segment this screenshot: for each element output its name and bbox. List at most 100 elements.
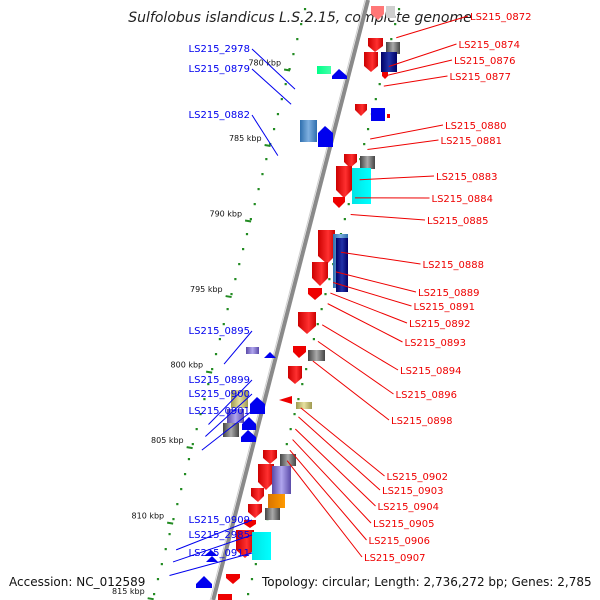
gene-label-leader xyxy=(317,340,394,395)
gc-track-dot xyxy=(301,383,304,386)
gene-label-leader xyxy=(298,416,381,491)
gene-block-0881 xyxy=(371,108,385,121)
gene-label-leader xyxy=(340,251,421,265)
gene-block-2985 xyxy=(206,556,218,562)
gc-track-dot xyxy=(160,563,163,566)
gc-track-dot xyxy=(261,173,264,176)
gc-track-dot xyxy=(238,263,241,266)
genome-backbone xyxy=(211,0,370,600)
gc-track-dot xyxy=(343,218,346,221)
gene-label-leader xyxy=(205,393,253,437)
gene-block-0882 xyxy=(300,120,317,142)
gene-block-0905b xyxy=(265,508,280,520)
gene-label: LS215_0884 xyxy=(432,194,493,205)
gc-track-dot xyxy=(285,443,288,446)
gc-track-dot xyxy=(222,323,225,326)
gene-block-0893 xyxy=(293,346,306,358)
gc-track-dot xyxy=(253,203,256,206)
gene-block-0876 xyxy=(364,52,378,72)
scale-tick xyxy=(147,597,154,600)
gene-label-leader xyxy=(367,139,439,151)
gene-label: LS215_0911 xyxy=(189,548,250,559)
gene-label: LS215_0892 xyxy=(409,319,470,330)
scale-tick-label: 800 kbp xyxy=(171,361,204,370)
gene-block-0903 xyxy=(258,464,274,490)
gc-track-dot xyxy=(374,98,377,101)
gene-label: LS215_0872 xyxy=(470,12,531,23)
gene-block-0899b xyxy=(250,397,265,414)
gene-label-leader xyxy=(312,360,390,421)
scale-tick-label: 785 kbp xyxy=(229,134,262,143)
gene-block-0899 xyxy=(231,390,248,408)
gene-label-leader xyxy=(370,124,444,140)
gene-block-0883b xyxy=(360,156,375,169)
gene-label: LS215_0888 xyxy=(423,260,484,271)
gene-label: LS215_0879 xyxy=(189,64,250,75)
map-title: Sulfolobus islandicus L.S.2.15, complete… xyxy=(128,10,472,26)
gc-track-dot xyxy=(297,398,300,401)
gc-track-dot xyxy=(305,368,308,371)
gene-label: LS215_0895 xyxy=(189,326,250,337)
scale-tick-label: 805 kbp xyxy=(151,436,184,445)
gc-track-dot xyxy=(257,188,260,191)
scale-tick-label: 815 kbp xyxy=(112,587,145,596)
gene-label: LS215_0874 xyxy=(459,40,520,51)
gene-label-leader xyxy=(350,214,426,221)
gc-track-dot xyxy=(211,368,214,371)
gc-track-dot xyxy=(153,593,156,596)
gene-block-0874b xyxy=(386,42,400,54)
gene-label: LS215_2985 xyxy=(189,530,250,541)
gene-label-leader xyxy=(251,48,296,90)
gene-label-leader xyxy=(172,534,253,563)
gc-track-dot xyxy=(226,308,229,311)
gene-label: LS215_0876 xyxy=(454,56,515,67)
gene-label: LS215_0882 xyxy=(189,110,250,121)
gene-block-0881b xyxy=(387,114,390,118)
gc-track-dot xyxy=(203,398,206,401)
gc-track-dot xyxy=(328,278,331,281)
gc-track-dot xyxy=(312,338,315,341)
gene-label: LS215_0885 xyxy=(427,216,488,227)
gene-block-0895 xyxy=(246,347,259,354)
feature-glyphs xyxy=(196,6,400,600)
gene-block-0892 xyxy=(298,312,316,334)
gene-label-leader xyxy=(175,519,253,551)
gc-track-dot xyxy=(254,563,257,566)
gc-track-dot xyxy=(300,23,303,26)
gene-label-leader xyxy=(332,281,412,307)
gc-track-dot xyxy=(320,308,323,311)
gc-track-dot xyxy=(390,38,393,41)
gc-track-dot xyxy=(265,158,268,161)
gene-block-0874 xyxy=(368,38,383,52)
gene-block-bottom xyxy=(226,574,240,584)
gc-track-dot xyxy=(289,428,292,431)
gene-block-0888c xyxy=(336,238,348,292)
gene-label: LS215_0899 xyxy=(189,375,250,386)
gene-block-0904 xyxy=(251,488,264,502)
gene-label-leader xyxy=(251,68,292,105)
gene-label: LS215_0903 xyxy=(382,486,443,497)
gene-block-0884b xyxy=(352,168,371,204)
gene-label-leader xyxy=(223,330,253,365)
scale-tick xyxy=(225,295,232,299)
gene-block-0898 xyxy=(296,402,312,409)
gene-label: LS215_0883 xyxy=(436,172,497,183)
gene-block-0901 xyxy=(223,423,239,437)
gc-track-dot xyxy=(249,218,252,221)
gc-track-dot xyxy=(242,248,245,251)
scale-tick xyxy=(283,68,291,72)
gene-block-0903b xyxy=(272,466,291,494)
gene-block-0894 xyxy=(288,366,302,384)
gene-label: LS215_0905 xyxy=(373,519,434,530)
gc-track-dot xyxy=(378,83,381,86)
gc-track-dot xyxy=(164,548,167,551)
gc-track-dot xyxy=(324,293,327,296)
scale-tick xyxy=(244,219,252,223)
gene-block-0895b xyxy=(264,352,276,358)
gc-track-dot xyxy=(303,8,307,11)
gene-block-0879b xyxy=(382,72,388,79)
gene-label-leader xyxy=(383,75,448,87)
gene-label: LS215_0880 xyxy=(445,121,506,132)
scale-tick xyxy=(205,370,213,374)
gc-track-dot xyxy=(363,143,366,146)
